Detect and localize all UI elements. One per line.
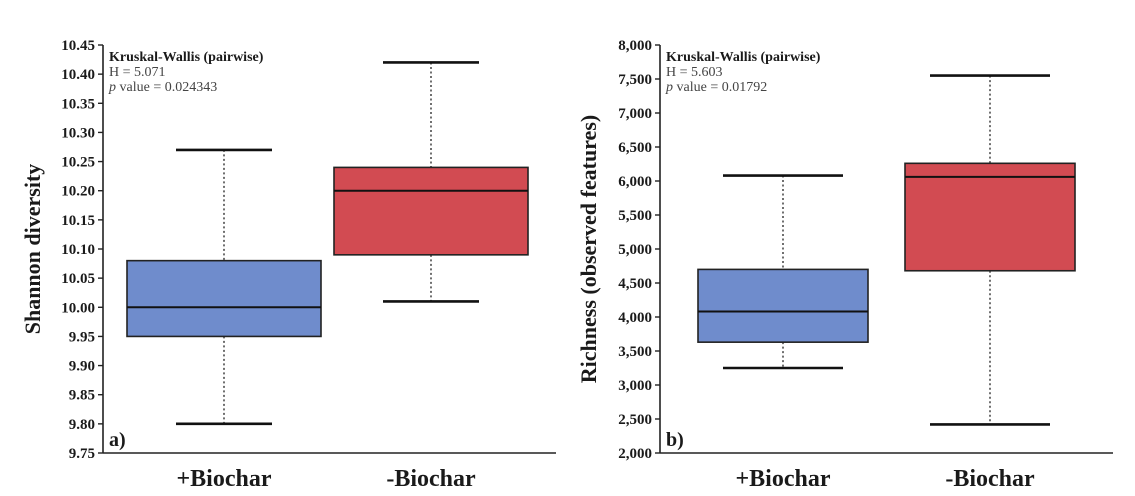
p-italic: p — [665, 80, 673, 95]
y-tick-label: 6,500 — [618, 140, 652, 156]
y-tick-label: 10.00 — [61, 300, 95, 316]
y-tick-label: 4,000 — [618, 310, 652, 326]
y-axis-label: Shannon diversity — [20, 164, 45, 335]
y-tick-label: 10.10 — [61, 242, 95, 258]
box-plus-biochar — [697, 174, 869, 370]
y-tick-label: 2,000 — [618, 446, 652, 462]
chart-panel-b: 2,000 2,500 3,000 3,500 4,000 4,500 5,000 5,500… — [576, 38, 1113, 492]
p-value-text: value = 0.01792 — [673, 80, 767, 95]
stats-h-value: H = 5.603 — [666, 65, 723, 80]
y-tick-label: 3,500 — [618, 344, 652, 360]
x-category-label: +Biochar — [176, 466, 271, 492]
box-body — [697, 268, 869, 343]
y-tick-label: 9.90 — [69, 359, 95, 375]
y-tick-label: 8,000 — [618, 38, 652, 54]
y-tick-label: 10.20 — [61, 184, 95, 200]
box-body — [333, 166, 529, 256]
chart-panel-a: 9.75 9.80 9.85 9.90 9.95 10.00 10.05 10.10 10.15… — [20, 38, 556, 492]
p-value-text: value = 0.024343 — [116, 80, 217, 95]
y-tick-label: 7,500 — [618, 72, 652, 88]
y-axis-label: Richness (observed features) — [576, 115, 601, 383]
y-tick-label: 6,000 — [618, 174, 652, 190]
stats-p-value: p value = 0.024343 — [108, 80, 217, 95]
x-category-label: -Biochar — [386, 466, 476, 492]
x-category-label: -Biochar — [945, 466, 1035, 492]
panel-label: b) — [666, 429, 684, 451]
y-tick-label: 9.85 — [69, 388, 95, 404]
p-italic: p — [108, 80, 116, 95]
y-tick-label: 7,000 — [618, 106, 652, 122]
y-tick-label: 10.05 — [61, 271, 95, 287]
y-tick-label: 10.40 — [61, 67, 95, 83]
y-tick-label: 9.75 — [69, 446, 95, 462]
y-tick-label: 10.30 — [61, 125, 95, 141]
stats-p-value: p value = 0.01792 — [665, 80, 767, 95]
stats-title: Kruskal-Wallis (pairwise) — [666, 50, 821, 65]
box-plus-biochar — [126, 148, 322, 426]
y-tick-label: 10.25 — [61, 155, 95, 171]
stats-title: Kruskal-Wallis (pairwise) — [109, 50, 264, 65]
y-tick-label: 5,500 — [618, 208, 652, 224]
y-tick-label: 3,000 — [618, 378, 652, 394]
box-body — [904, 162, 1076, 272]
y-tick-label: 4,500 — [618, 276, 652, 292]
box-minus-biochar — [904, 74, 1076, 426]
box-body — [126, 259, 322, 338]
box-minus-biochar — [333, 61, 529, 303]
y-tick-label: 10.45 — [61, 38, 95, 54]
y-tick-label: 5,000 — [618, 242, 652, 258]
x-category-label: +Biochar — [735, 466, 830, 492]
stats-h-value: H = 5.071 — [109, 65, 166, 80]
y-tick-label: 10.15 — [61, 213, 95, 229]
y-tick-label: 10.35 — [61, 96, 95, 112]
y-tick-label: 2,500 — [618, 412, 652, 428]
panel-label: a) — [109, 429, 126, 451]
y-tick-label: 9.95 — [69, 329, 95, 345]
y-tick-label: 9.80 — [69, 417, 95, 433]
